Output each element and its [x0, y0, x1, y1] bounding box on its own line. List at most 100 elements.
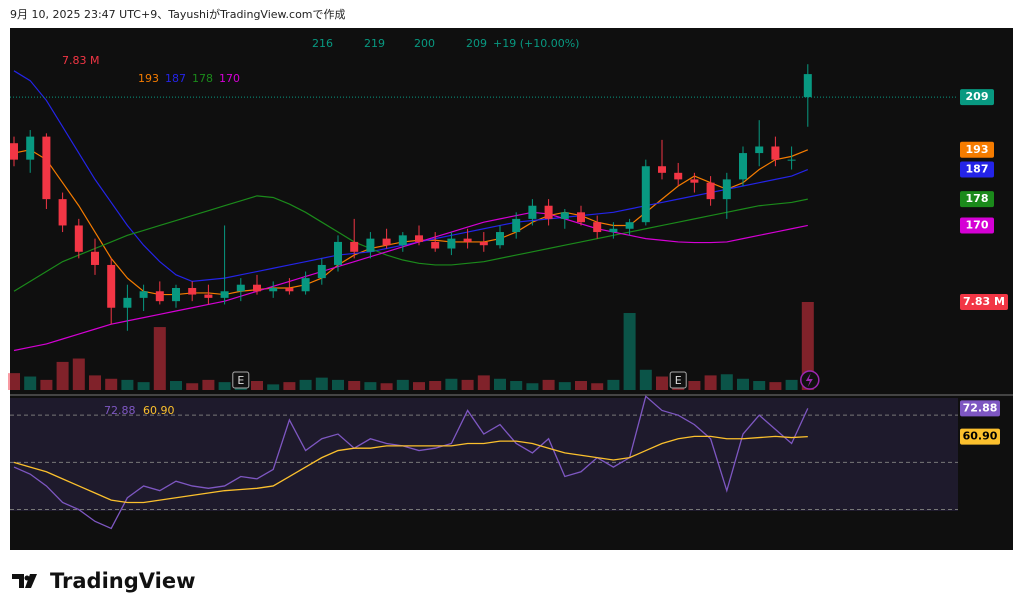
candle-body [544, 205, 553, 219]
volume-bar [753, 381, 766, 390]
volume-bar [656, 376, 668, 390]
volume-bar [24, 376, 37, 390]
volume-bar [526, 383, 539, 390]
candle-body [415, 235, 423, 242]
rsi-badge-label: 72.88 [963, 401, 998, 414]
ma-legend: 170 [219, 72, 240, 85]
rsi-badge [960, 400, 1000, 417]
price-badge [960, 217, 994, 234]
rsi-legend: 60.90 [143, 404, 175, 417]
volume-bar [348, 381, 361, 390]
candle-body [674, 172, 683, 180]
candle-body [26, 136, 35, 160]
brand-logo [12, 574, 37, 588]
volume-bar [575, 381, 587, 390]
volume-bar [72, 358, 85, 390]
candle-body [220, 291, 229, 298]
candle-body [285, 287, 294, 292]
ohlc-value: 219 [364, 37, 385, 50]
rsi-badge [960, 428, 1000, 445]
brand: TradingView [50, 569, 195, 593]
price-badge-label: 187 [966, 163, 989, 176]
event-marker [232, 371, 250, 389]
candle-body [431, 241, 440, 249]
volume-bar [380, 383, 393, 390]
ohlc-value: 200 [414, 37, 435, 50]
candle-body [10, 143, 18, 160]
volume-bar [542, 379, 555, 390]
candle-body [204, 294, 213, 298]
candle-body [382, 238, 391, 246]
volume-bar [591, 383, 604, 390]
volume-bar [558, 382, 571, 390]
volume-bar [153, 327, 166, 390]
candle-body [317, 264, 326, 279]
candle-body [722, 179, 731, 200]
volume-bar [89, 375, 101, 390]
event-label: E [237, 374, 244, 387]
candle-body [139, 291, 148, 298]
rsi-background [10, 398, 958, 511]
volume-bar [332, 379, 344, 390]
volume-bar [785, 379, 798, 390]
price-badge [960, 161, 994, 178]
candle-body [690, 179, 699, 183]
volume-bar [769, 382, 782, 390]
event-marker [669, 371, 687, 389]
candle-body [625, 222, 634, 229]
ohlc-value: 209 [466, 37, 487, 50]
candle-body [787, 159, 796, 161]
volume-bar [704, 375, 717, 390]
price-badge [960, 191, 994, 208]
volume-bar [137, 382, 150, 390]
volume-bar [186, 383, 199, 390]
candle-body [739, 153, 747, 180]
candle-body [463, 238, 472, 242]
volume-bar [105, 378, 118, 390]
price-badge-label: 170 [966, 218, 989, 231]
candle-body [658, 166, 666, 173]
candle-body [706, 182, 715, 200]
indicator-line [13, 395, 809, 530]
candle-body [123, 297, 132, 308]
candle-body [188, 287, 197, 295]
volume-bar [170, 381, 182, 390]
volume-bar [315, 377, 328, 390]
volume-bar [510, 381, 523, 390]
price-badge [960, 89, 994, 106]
volume-bar [283, 382, 296, 390]
candle-body [350, 241, 359, 252]
volume-bar [801, 302, 814, 390]
candle-body [74, 225, 83, 252]
volume-bar [121, 379, 134, 390]
volume-badge [960, 294, 1008, 310]
candle-body [496, 232, 504, 246]
event-label: E [675, 374, 682, 387]
volume-bar [251, 381, 263, 390]
volume-bar [461, 379, 474, 390]
price-badge-label: 209 [966, 90, 989, 103]
volume-bar [267, 384, 280, 390]
volume-bar [56, 361, 69, 390]
ma-legend: 193 [138, 72, 159, 85]
alert-icon-bolt [805, 373, 813, 387]
price-badge-label: 178 [966, 192, 989, 205]
volume-bar [218, 382, 231, 390]
indicator-line [13, 435, 808, 504]
volume-bar [364, 382, 377, 390]
rsi-badge-label: 60.90 [963, 430, 998, 443]
candle-body [479, 241, 488, 246]
ma-legend: 187 [165, 72, 186, 85]
volume-bar [40, 379, 53, 390]
indicator-line [13, 195, 808, 292]
volume-bar [8, 373, 20, 390]
price-badge [960, 141, 994, 158]
volume-bar [202, 379, 215, 390]
candle-body [593, 222, 602, 233]
ma-legend: 178 [192, 72, 213, 85]
volume-bar [445, 378, 458, 390]
volume-legend: 7.83 M [62, 54, 99, 67]
candle-body [172, 287, 180, 302]
rsi-legend: 72.88 [104, 404, 136, 417]
